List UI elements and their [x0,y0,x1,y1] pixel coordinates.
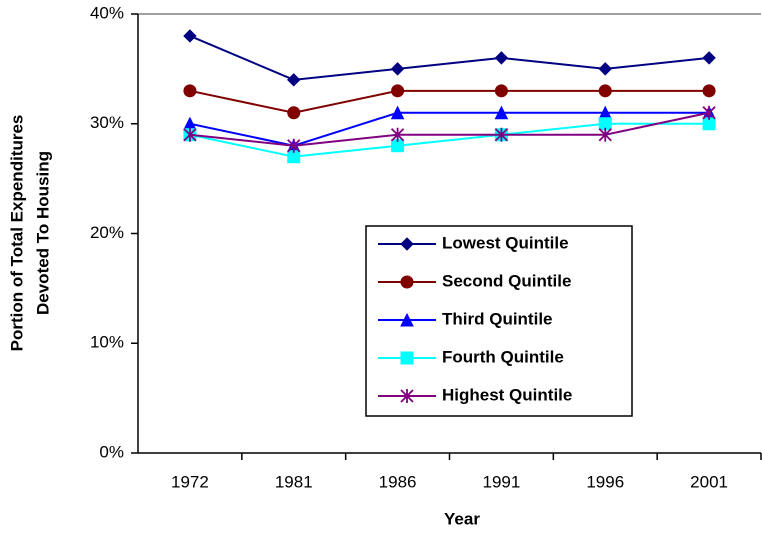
marker [702,105,716,120]
legend-label: Fourth Quintile [442,347,564,366]
marker [400,275,414,289]
marker [390,62,405,76]
marker [494,84,508,98]
y-tick-label: 10% [90,333,124,352]
marker [183,29,197,43]
marker [287,73,301,87]
y-tick-label: 30% [90,113,124,132]
marker [400,389,414,403]
legend-label: Lowest Quintile [442,233,569,252]
y-axis-label: Portion of Total Expenditures [7,115,26,352]
legend: Lowest Quintile Second Quintile Third Quin… [365,225,633,417]
marker [400,237,414,251]
series-line [189,122,710,158]
series-line [189,89,710,114]
x-tick-label: 1972 [171,472,209,491]
legend-label: Second Quintile [442,271,571,290]
marker [287,106,301,120]
marker [390,127,405,142]
marker [400,312,414,327]
marker [400,351,414,365]
y-tick-label: 0% [99,442,124,461]
marker [494,105,509,120]
marker [183,127,197,142]
marker [287,138,301,153]
x-tick-label: 1986 [379,472,417,491]
marker [598,62,612,76]
x-tick-label: 1981 [275,472,313,491]
x-tick-label: 1996 [586,472,624,491]
marker [183,84,197,98]
legend-label: Third Quintile [442,309,553,328]
y-axis-label: Devoted To Housing [33,151,52,315]
x-axis-label: Year [444,509,480,528]
marker [494,51,509,65]
marker [702,51,716,65]
y-tick-label: 40% [90,3,124,22]
legend-label: Highest Quintile [442,385,572,404]
marker [391,84,405,98]
y-tick-label: 20% [90,223,124,242]
marker [598,127,612,142]
marker [702,84,716,98]
marker [494,127,509,142]
series-line [189,111,710,147]
series-line [189,35,710,81]
marker [390,105,405,120]
series-line [189,111,710,147]
x-tick-label: 1991 [483,472,521,491]
x-tick-label: 2001 [690,472,728,491]
marker [598,84,612,98]
